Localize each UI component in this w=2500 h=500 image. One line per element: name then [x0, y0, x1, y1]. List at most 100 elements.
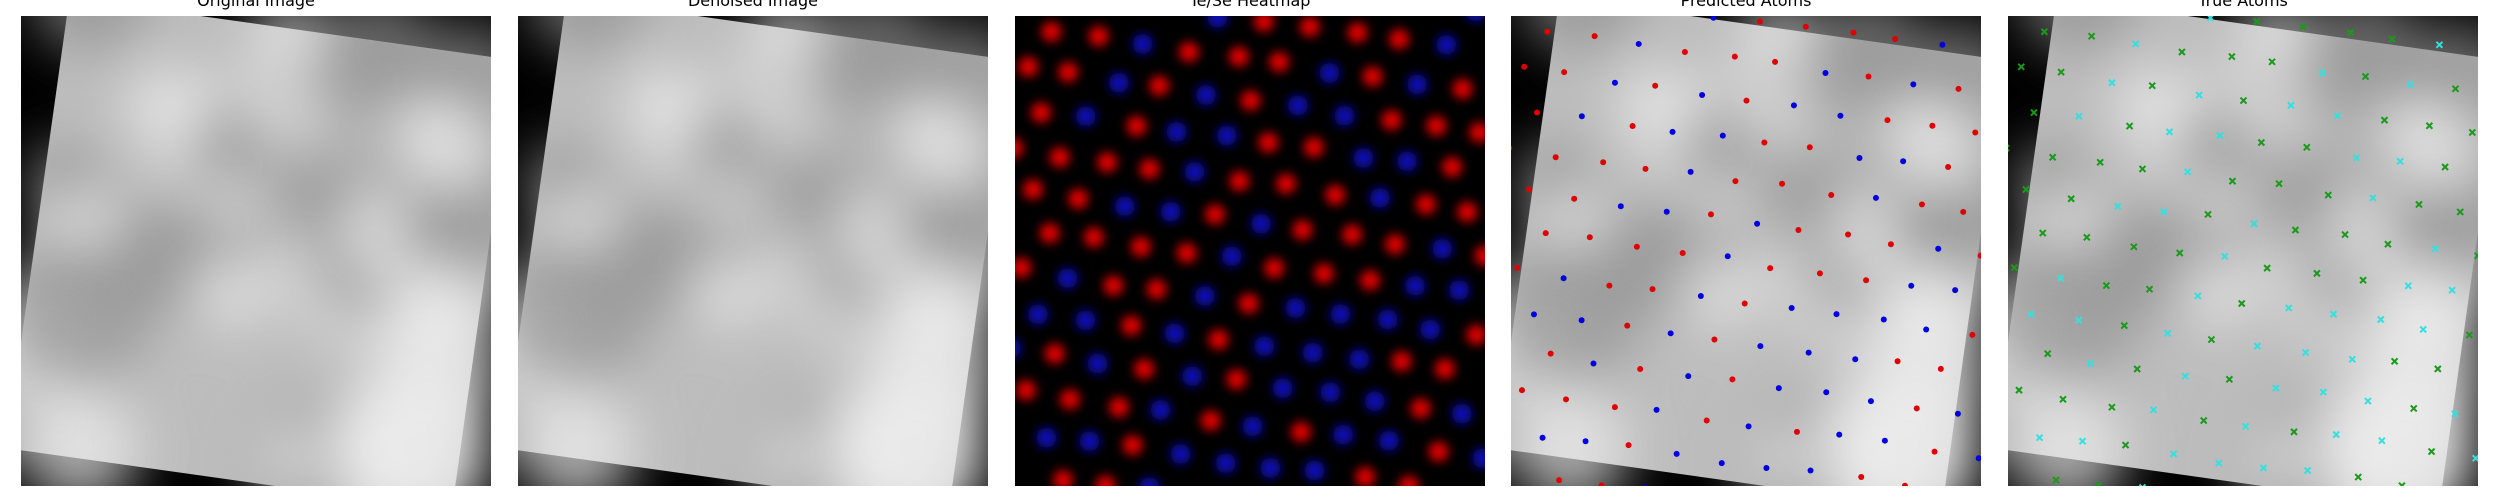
blob [621, 66, 703, 148]
blob [1683, 254, 1757, 329]
true-atom [2333, 112, 2342, 120]
true-atom [2291, 226, 2300, 234]
atom [1518, 387, 1525, 394]
true-atom [2263, 264, 2271, 272]
heat-spot [1420, 319, 1441, 340]
blob [1740, 16, 1812, 69]
heat-spot [1276, 173, 1297, 194]
heat-spot [1178, 41, 1199, 62]
blob [398, 186, 483, 271]
blob [924, 22, 988, 119]
true-atom [2052, 476, 2060, 484]
blob [1803, 16, 1932, 121]
atom [1837, 112, 1844, 119]
heat-spot [1355, 467, 1376, 486]
specimen [1511, 16, 1981, 486]
true-atom [2346, 28, 2355, 37]
true-atom [2313, 269, 2321, 278]
true-atom [2138, 165, 2147, 173]
heat-spot [1364, 391, 1385, 412]
atom [1805, 349, 1812, 356]
heat-spot [1405, 275, 1426, 296]
true-atom [2388, 35, 2396, 43]
true-atom [2377, 315, 2385, 324]
true-atom [2178, 48, 2186, 56]
blob [2237, 16, 2309, 69]
heat-spot [1472, 448, 1485, 469]
true-atom [2175, 249, 2184, 257]
atom [1710, 16, 1717, 21]
blob [1749, 140, 1843, 234]
true-atom [2108, 79, 2116, 87]
true-atom [2096, 158, 2104, 167]
true-atom [2451, 410, 2459, 418]
true-atom [2138, 483, 2147, 486]
atom [1611, 79, 1618, 86]
blob [690, 254, 764, 329]
atom [1975, 455, 1981, 462]
atom [1533, 109, 1540, 116]
true-atom [2086, 359, 2095, 368]
heat-spot [1353, 147, 1374, 168]
true-atom [2352, 154, 2361, 162]
heat-spot [1389, 29, 1410, 50]
blob [402, 104, 491, 202]
heat-spot [1362, 66, 1383, 87]
heat-spot [1377, 309, 1398, 330]
true-atom [2419, 325, 2427, 334]
atom [1711, 336, 1718, 343]
heat-spot [1452, 78, 1473, 99]
heat-spot [1303, 137, 1324, 158]
heat-spot [1146, 279, 1167, 300]
atom [1547, 350, 1554, 357]
true-atom [2108, 403, 2116, 411]
true-atom [2299, 23, 2307, 31]
atom [1790, 102, 1797, 109]
true-atom [2284, 304, 2293, 312]
true-atom [2083, 233, 2091, 242]
atom [1625, 442, 1632, 449]
atom [1635, 40, 1642, 47]
atom [1703, 417, 1710, 424]
atom [1779, 180, 1786, 187]
panel [518, 16, 988, 486]
heat-spot [1436, 34, 1457, 55]
true-atom [2303, 143, 2311, 152]
atom [1952, 287, 1959, 294]
true-atom [2425, 122, 2434, 130]
heat-spot [1457, 201, 1478, 222]
atom [1772, 58, 1779, 65]
true-atom [2148, 81, 2156, 90]
true-atom [2380, 116, 2389, 124]
atom [1935, 245, 1942, 252]
heat-spot [1349, 349, 1370, 370]
heat-spot [1058, 62, 1079, 83]
true-atom [2378, 436, 2386, 445]
atom [1884, 117, 1891, 124]
heat [1015, 16, 1485, 486]
true-atom [2039, 229, 2047, 237]
heat-spot [1228, 46, 1249, 67]
true-atom [2466, 8, 2472, 14]
heat-spot [1432, 238, 1453, 259]
atom [1892, 36, 1899, 43]
heat-spot [1122, 435, 1143, 456]
true-atom [2431, 245, 2439, 253]
atom [1865, 73, 1872, 80]
true-atom [2434, 365, 2442, 373]
true-atom [2200, 416, 2208, 425]
atom [1816, 270, 1823, 277]
atom [1807, 467, 1814, 474]
atom [1767, 265, 1774, 272]
heat-spot [1292, 219, 1313, 240]
true-atom [2228, 177, 2237, 185]
heat-spot [1451, 403, 1472, 424]
true-atom [2287, 101, 2295, 110]
heat-spot [1030, 102, 1051, 123]
blob [2389, 104, 2478, 202]
heat-spot [1184, 161, 1205, 182]
heat-spot [1426, 115, 1447, 136]
heat-spot [1221, 246, 1242, 267]
atom [1910, 81, 1917, 88]
atom [1556, 477, 1563, 484]
